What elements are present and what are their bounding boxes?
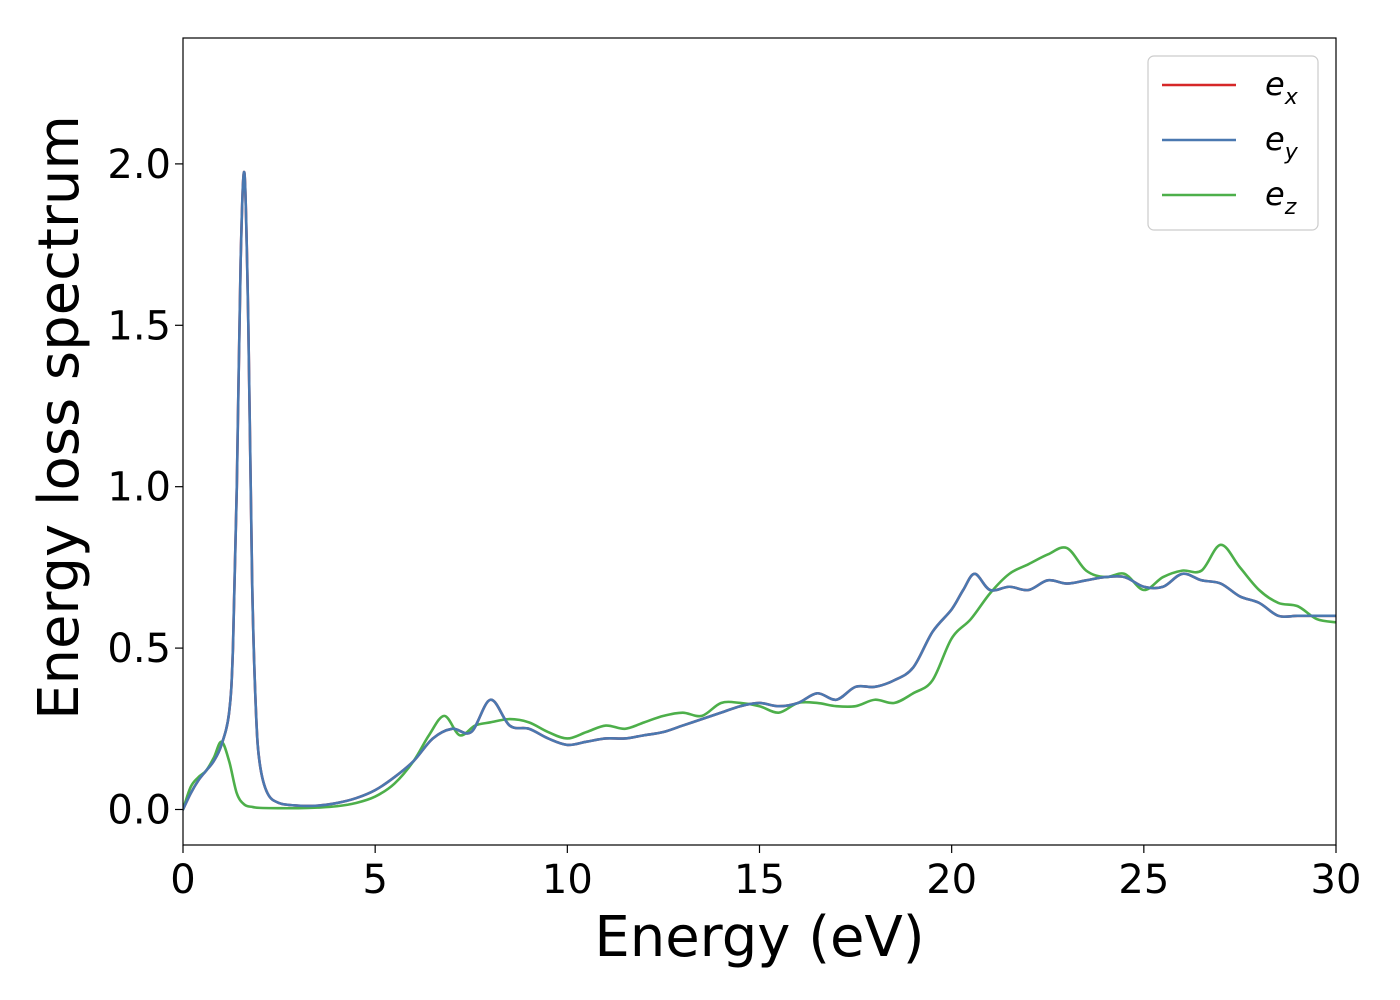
- legend-label: ey: [1265, 120, 1299, 165]
- x-tick-label: 5: [362, 857, 387, 903]
- y-axis-label: Energy loss spectrum: [27, 115, 92, 720]
- x-tick-label: 10: [542, 857, 593, 903]
- legend-item-e-x: ex: [1162, 65, 1299, 110]
- y-tick-label: 0.5: [107, 626, 171, 672]
- legend-item-e-y: ey: [1162, 120, 1299, 165]
- series-layer: [183, 170, 1336, 811]
- x-axis-label: Energy (eV): [594, 905, 924, 970]
- x-tick-label: 0: [170, 857, 195, 903]
- legend: ex ey ez: [1147, 55, 1319, 231]
- y-tick-label: 2.0: [107, 142, 171, 188]
- legend-box: [1147, 55, 1319, 231]
- legend-label: ex: [1265, 65, 1299, 110]
- x-tick-label: 30: [1311, 857, 1362, 903]
- series-line-e-y: [183, 170, 1336, 811]
- legend-item-e-z: ez: [1162, 175, 1297, 220]
- x-tick-label: 25: [1118, 857, 1169, 903]
- x-tick-label: 20: [926, 857, 977, 903]
- y-axis: 0.0 0.5 1.0 1.5 2.0: [107, 142, 183, 833]
- x-tick-label: 15: [734, 857, 785, 903]
- legend-label: ez: [1265, 175, 1297, 220]
- x-axis: 0 5 10 15 20 25 30: [170, 845, 1361, 903]
- y-tick-label: 1.0: [107, 465, 171, 511]
- series-line-e-z: [183, 543, 1336, 811]
- y-tick-label: 0.0: [107, 787, 171, 833]
- y-tick-label: 1.5: [107, 303, 171, 349]
